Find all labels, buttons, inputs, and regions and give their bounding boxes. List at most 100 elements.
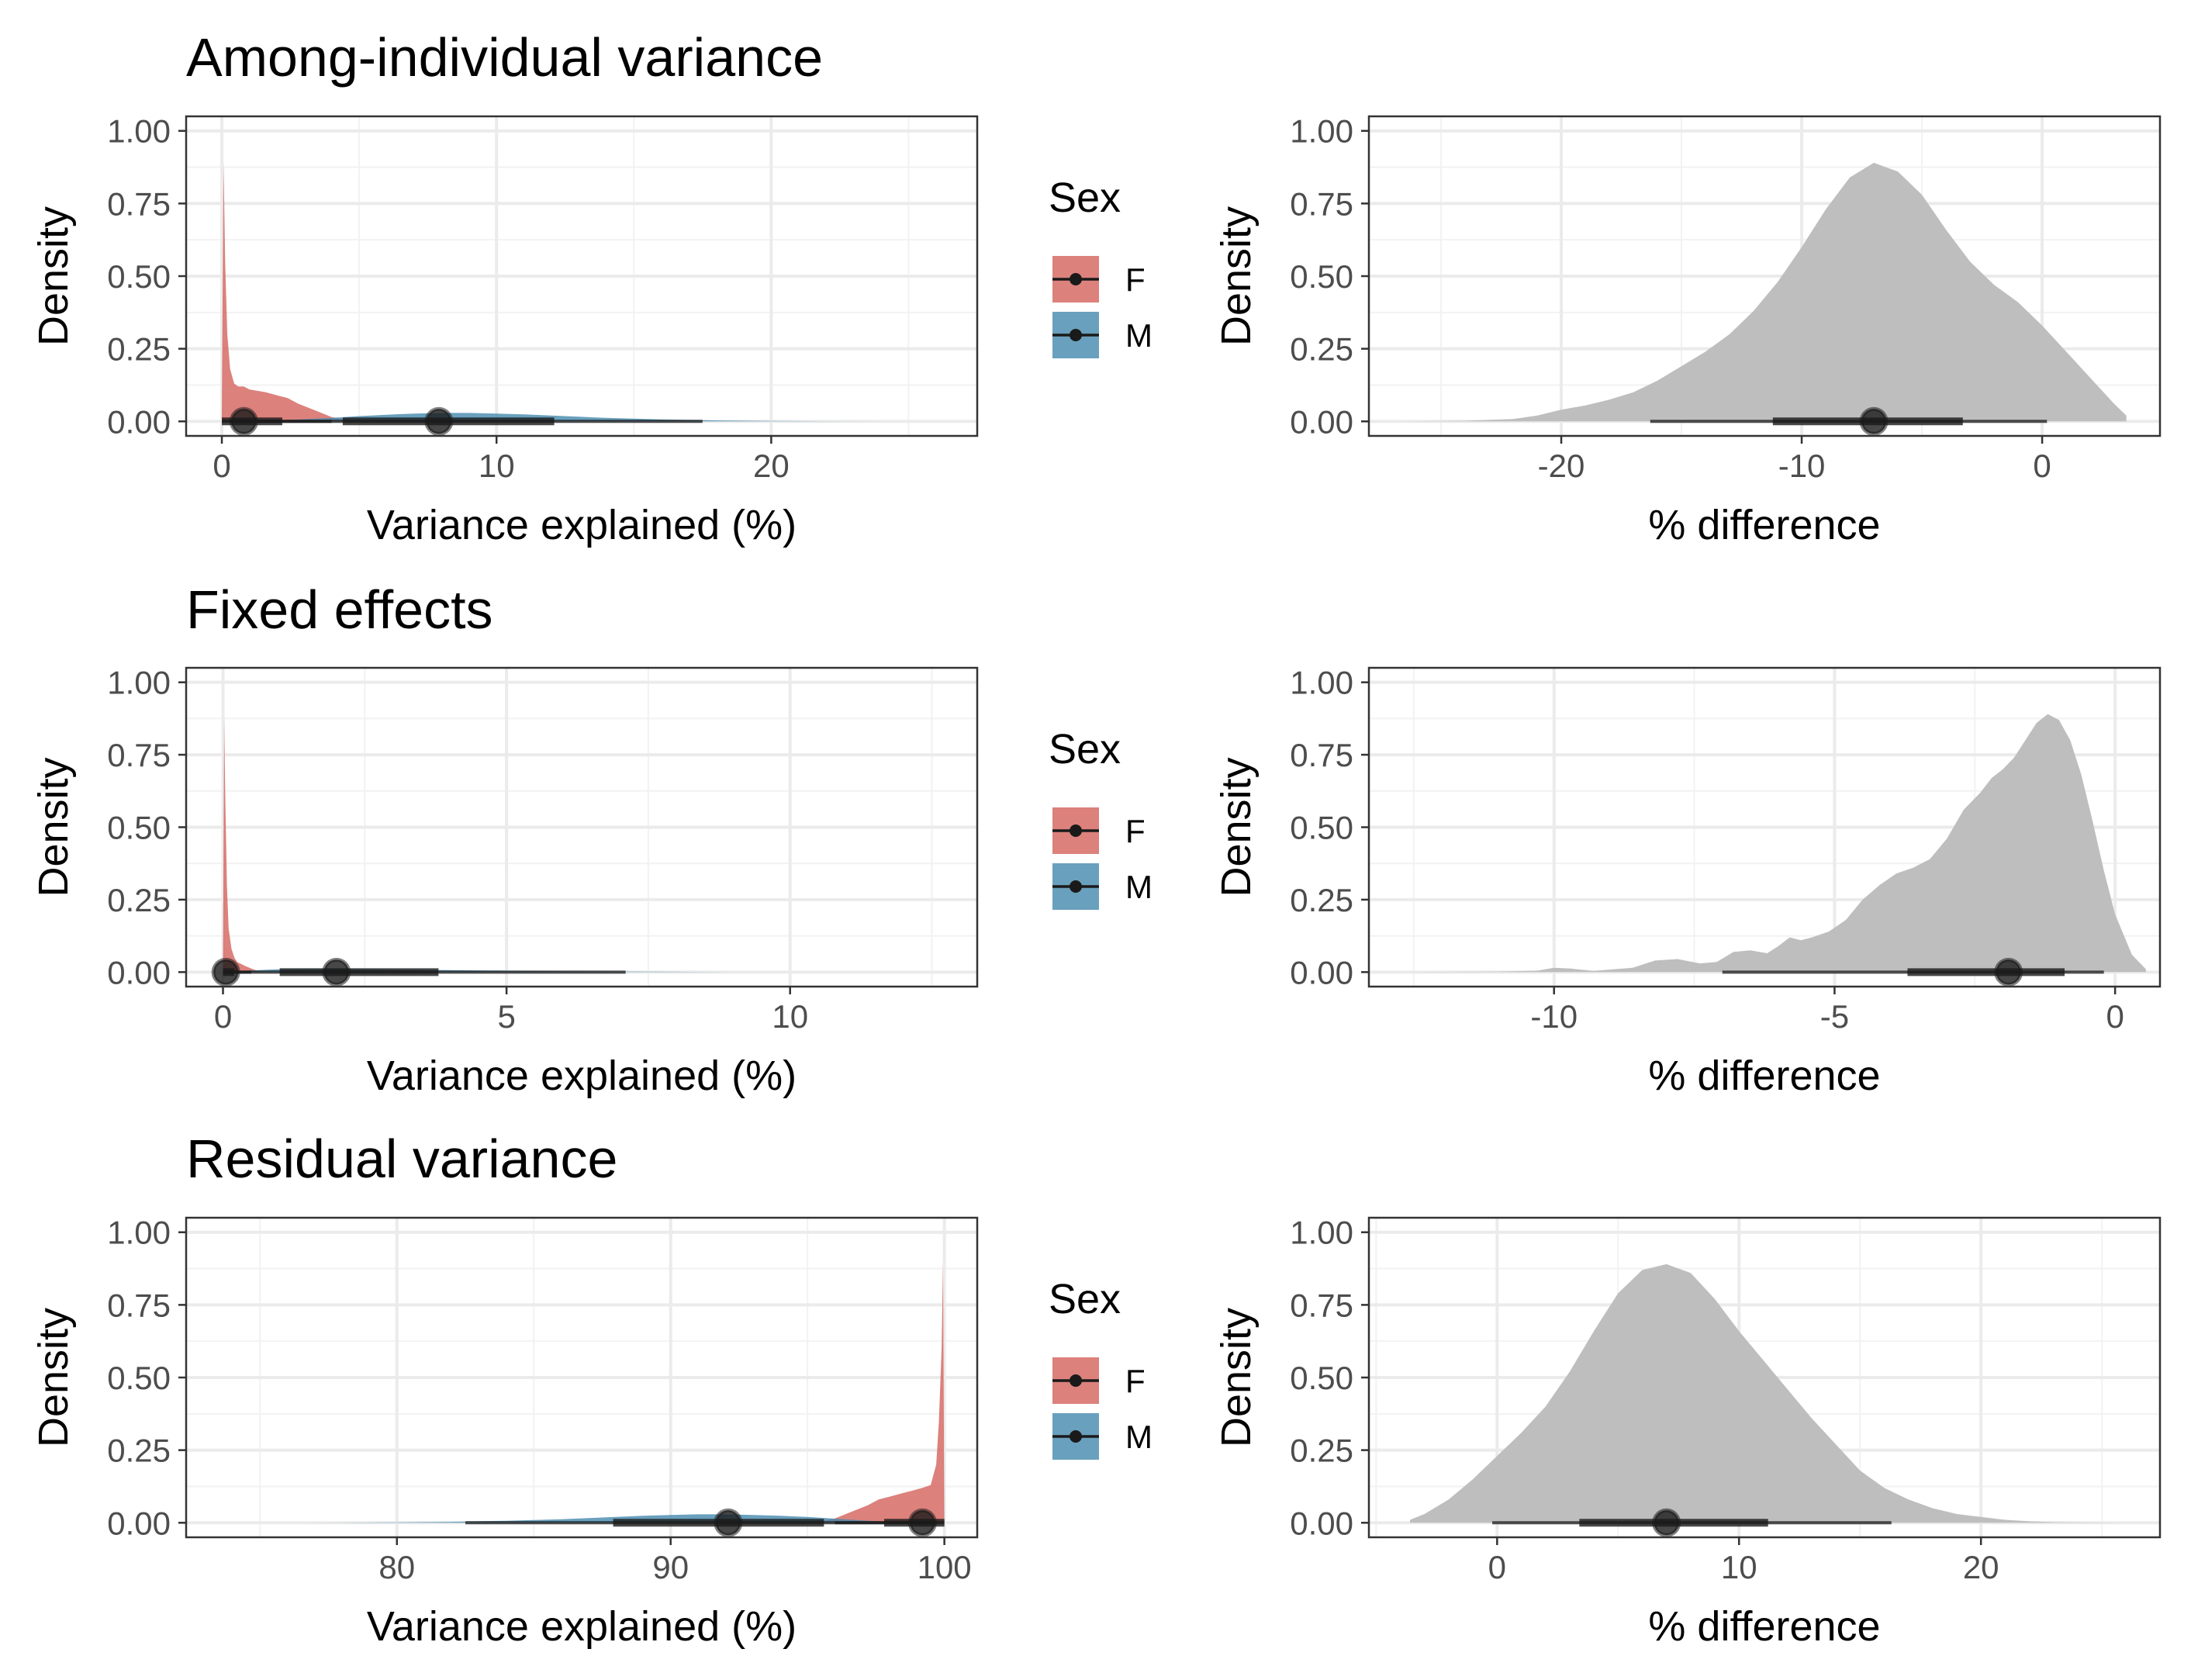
y-tick-label: 0.00 [1290,403,1353,440]
legend-point [1070,273,1082,285]
y-tick-label: 0.25 [1290,882,1353,918]
legend: Sex FM [1049,726,1153,910]
y-axis-title: Density [30,206,77,346]
y-axis-title: Density [1213,1308,1260,1447]
row-title: Residual variance [186,1129,617,1189]
panel-0: 0 10 20 0.00 0.25 0.50 0.75 1.00 Variance explai… [30,27,1153,548]
legend-key-f: F [1052,807,1146,854]
point-estimate-m [714,1508,743,1537]
y-tick-label: 1.00 [107,665,171,701]
x-tick-label: 10 [479,448,515,484]
y-tick-label: 0.50 [107,258,171,295]
point-estimate-difference [1652,1508,1681,1537]
legend-label: F [1125,261,1146,298]
x-tick-label: 0 [2106,998,2124,1035]
legend-label: M [1125,317,1153,354]
legend-key-m: M [1052,312,1153,358]
y-tick-label: 0.75 [1290,737,1353,773]
x-tick-label: 0 [1488,1549,1506,1585]
legend-label: M [1125,869,1153,905]
y-tick-label: 0.50 [1290,1360,1353,1396]
row-title: Among-individual variance [186,27,823,88]
x-tick-label: 20 [1963,1549,1999,1585]
y-tick-label: 0.00 [1290,954,1353,990]
y-tick-label: 0.00 [107,954,171,990]
y-tick-label: 0.25 [107,1433,171,1469]
y-tick-label: 0.50 [107,1360,171,1396]
density-area-difference [1405,162,2127,422]
y-tick-label: 0.75 [107,1287,171,1323]
y-tick-label: 0.25 [107,882,171,918]
y-tick-label: 0.75 [107,737,171,773]
legend-key-m: M [1052,1413,1153,1460]
x-tick-label: 10 [772,998,808,1035]
point-estimate-m [424,406,454,436]
density-area-difference [1410,1263,2127,1523]
x-axis-title: % difference [1648,1603,1880,1650]
legend-point [1070,1430,1082,1443]
y-axis-title: Density [30,1308,77,1447]
y-tick-label: 0.25 [1290,331,1353,368]
y-tick-label: 0.25 [107,331,171,368]
y-tick-label: 0.75 [107,185,171,222]
y-axis-title: Density [1213,757,1260,897]
x-tick-label: 0 [213,448,230,484]
x-axis-title: Variance explained (%) [367,502,797,548]
legend-point [1070,1374,1082,1387]
y-tick-label: 0.25 [1290,1433,1353,1469]
x-tick-label: 90 [652,1549,689,1585]
y-axis-title: Density [1213,206,1260,346]
y-axis-title: Density [30,757,77,897]
density-area-f [802,1261,945,1523]
y-tick-label: 0.00 [107,1505,171,1541]
legend-point [1070,824,1082,837]
legend-key-f: F [1052,256,1146,302]
x-tick-label: 20 [753,448,790,484]
panel-4: 80 90 100 0.00 0.25 0.50 0.75 1.00 Variance expl… [30,1129,1153,1650]
y-tick-label: 0.00 [1290,1505,1353,1541]
x-axis-title: % difference [1648,502,1880,548]
legend-title: Sex [1049,726,1121,773]
x-tick-label: 10 [1721,1549,1757,1585]
y-tick-label: 1.00 [107,113,171,150]
density-area-f [222,160,365,422]
legend-label: F [1125,1363,1146,1399]
x-tick-label: -10 [1530,998,1578,1035]
x-tick-label: -5 [1820,998,1849,1035]
x-axis-title: Variance explained (%) [367,1053,797,1099]
legend-key-m: M [1052,863,1153,910]
legend-label: M [1125,1419,1153,1455]
y-tick-label: 0.50 [1290,810,1353,846]
x-axis-title: % difference [1648,1053,1880,1099]
y-tick-label: 0.75 [1290,185,1353,222]
y-tick-label: 0.50 [107,810,171,846]
y-tick-label: 0.00 [107,403,171,440]
legend: Sex FM [1049,175,1153,358]
y-tick-label: 1.00 [1290,665,1353,701]
legend-point [1070,880,1082,893]
x-tick-label: 100 [918,1549,972,1585]
panel-3: -10 -5 0 0.00 0.25 0.50 0.75 1.00 % difference De… [1213,665,2162,1099]
y-tick-label: 0.75 [1290,1287,1353,1323]
density-area-f [223,717,263,973]
legend-label: F [1125,813,1146,849]
y-tick-label: 1.00 [107,1215,171,1251]
legend-key-f: F [1052,1357,1146,1404]
y-tick-label: 1.00 [1290,113,1353,150]
x-tick-label: 5 [497,998,515,1035]
point-estimate-difference [1859,406,1889,436]
legend: Sex FM [1049,1276,1153,1460]
panel-1: -20 -10 0 0.00 0.25 0.50 0.75 1.00 % difference D… [1213,113,2162,548]
panel-2: 0 5 10 0.00 0.25 0.50 0.75 1.00 Variance explain… [30,579,1153,1099]
x-axis-title: Variance explained (%) [367,1603,797,1650]
panel-5: 0 10 20 0.00 0.25 0.50 0.75 1.00 % difference Den… [1213,1215,2162,1650]
legend-title: Sex [1049,1276,1121,1322]
density-area-difference [1397,714,2146,973]
y-tick-label: 0.50 [1290,258,1353,295]
x-tick-label: 0 [2033,448,2051,484]
x-tick-label: 0 [214,998,232,1035]
x-tick-label: -10 [1778,448,1826,484]
x-tick-label: 80 [378,1549,415,1585]
point-estimate-difference [1994,957,2023,987]
